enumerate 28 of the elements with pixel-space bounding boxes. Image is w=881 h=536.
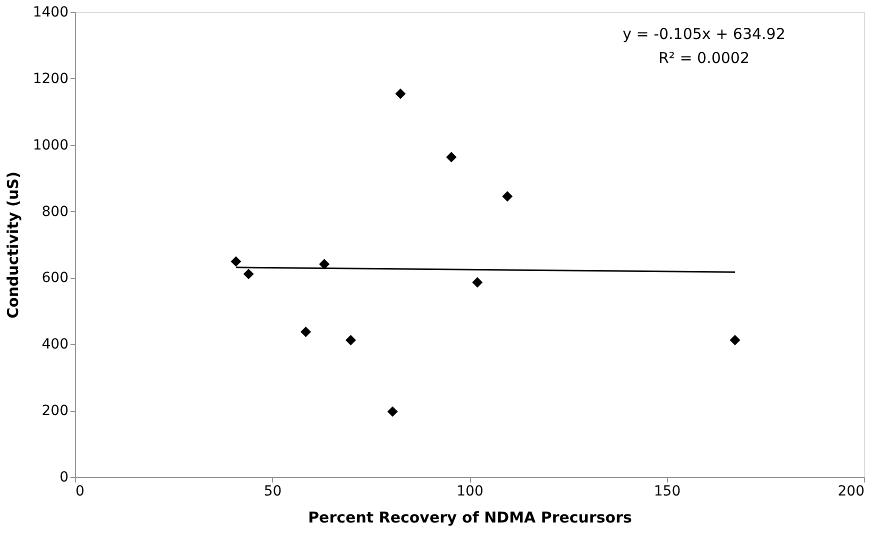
annotation: R² = 0.0002 [658,49,750,67]
point [730,334,740,346]
y-axis-title: Conductivity (uS) [4,172,22,318]
point [300,326,312,338]
x-tick-label: 150 [654,484,681,500]
point [243,268,254,280]
x-tick-label: 200 [838,484,864,500]
point [446,152,457,162]
point [395,88,406,99]
x-tick-label: 0 [76,484,84,500]
y-tick-label: 200 [42,403,68,420]
y-tick-label: 800 [42,204,68,220]
y-tick-label: 1400 [32,4,68,20]
x-axis-title: Percent Recovery of NDMA Precursors [308,508,632,526]
point [230,256,242,267]
point [387,406,398,417]
y-tick-label: 400 [42,336,68,353]
annotation: y = -0.105x + 634.92 [622,25,786,43]
point [346,334,356,346]
y-tick-label: 1200 [32,70,68,87]
y-tick-label: 600 [42,270,68,286]
y-tick-label: 0 [60,470,68,486]
y-tick-label: 1000 [32,137,68,154]
point [319,258,330,270]
point [472,277,483,288]
point [502,191,513,202]
x-tick-label: 100 [456,484,484,500]
x-tick-label: 50 [264,484,282,500]
